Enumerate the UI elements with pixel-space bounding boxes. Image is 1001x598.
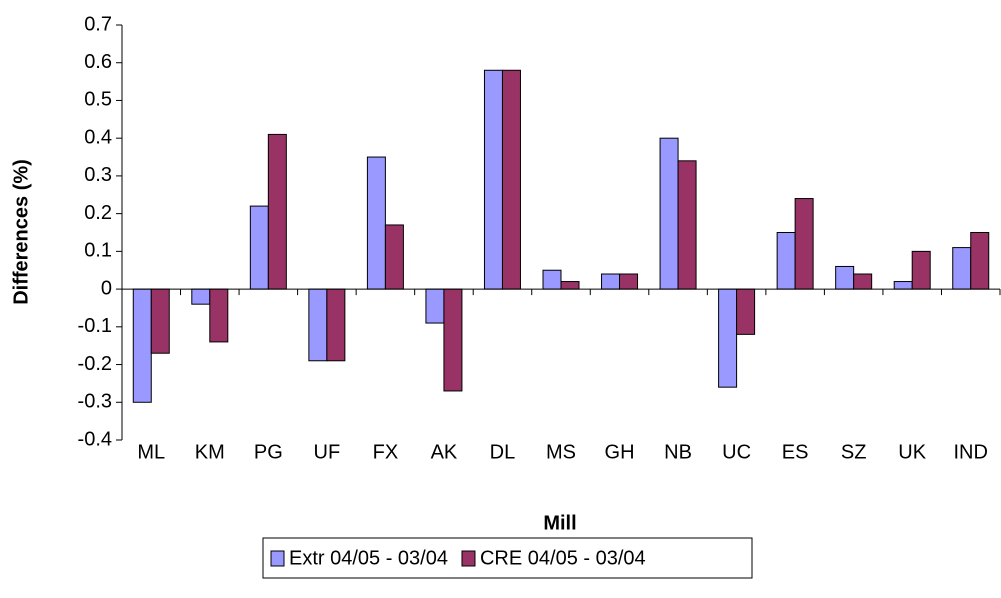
x-tick-label: NB: [664, 441, 692, 463]
y-tick-label: 0.1: [84, 240, 112, 262]
y-tick-label: 0.6: [84, 51, 112, 73]
x-tick-label: AK: [431, 441, 458, 463]
y-tick-label: 0.2: [84, 202, 112, 224]
y-tick-label: 0.7: [84, 13, 112, 35]
bar: [267, 133, 287, 290]
x-tick-label: IND: [954, 441, 988, 463]
legend-label: CRE 04/05 - 03/04: [480, 547, 646, 569]
x-tick-label: FX: [373, 441, 399, 463]
legend-swatch: [461, 550, 476, 567]
y-tick-label: 0.5: [84, 89, 112, 111]
x-tick-label: UC: [722, 441, 751, 463]
bar: [483, 69, 503, 290]
bar: [794, 198, 814, 290]
bar: [718, 288, 738, 388]
bar: [893, 281, 913, 290]
bar: [542, 269, 562, 290]
y-axis-title: Differences (%): [10, 159, 32, 305]
y-tick-label: 0.3: [84, 164, 112, 186]
legend-swatch: [270, 550, 285, 567]
bar: [952, 247, 972, 290]
x-tick-label: UK: [898, 441, 926, 463]
y-tick-label: -0.1: [78, 315, 112, 337]
bar: [209, 288, 229, 343]
bar: [776, 232, 796, 290]
bar: [659, 137, 679, 290]
bar: [366, 156, 386, 290]
bar: [326, 288, 346, 362]
x-tick-label: KM: [195, 441, 225, 463]
x-tick-label: MS: [546, 441, 576, 463]
x-tick-label: GH: [605, 441, 635, 463]
bar: [443, 288, 463, 392]
y-tick-label: 0: [101, 277, 112, 299]
bar: [677, 160, 697, 290]
bar: [308, 288, 328, 362]
y-tick-label: 0.4: [84, 126, 112, 148]
legend-box: [262, 537, 753, 579]
bar: [425, 288, 445, 324]
bar: [853, 273, 873, 290]
x-tick-label: PG: [254, 441, 283, 463]
bar: [132, 288, 152, 403]
bar: [384, 224, 404, 290]
x-tick-label: UF: [314, 441, 341, 463]
x-tick-label: ES: [782, 441, 809, 463]
x-tick-label: DL: [490, 441, 516, 463]
legend-label: Extr 04/05 - 03/04: [289, 547, 448, 569]
bar: [249, 205, 269, 290]
y-tick-label: -0.3: [78, 391, 112, 413]
x-tick-label: SZ: [841, 441, 867, 463]
bar: [601, 273, 621, 290]
bar: [150, 288, 170, 354]
x-tick-label: ML: [137, 441, 165, 463]
x-axis-title: Mill: [543, 512, 576, 534]
y-tick-label: -0.2: [78, 353, 112, 375]
bar: [970, 232, 990, 290]
bar: [619, 273, 639, 290]
bar: [501, 69, 521, 290]
bar: [560, 281, 580, 290]
bar: [835, 265, 855, 290]
bar: [736, 288, 756, 335]
bar: [911, 250, 931, 290]
y-tick-label: -0.4: [78, 428, 112, 450]
bar: [191, 288, 211, 305]
